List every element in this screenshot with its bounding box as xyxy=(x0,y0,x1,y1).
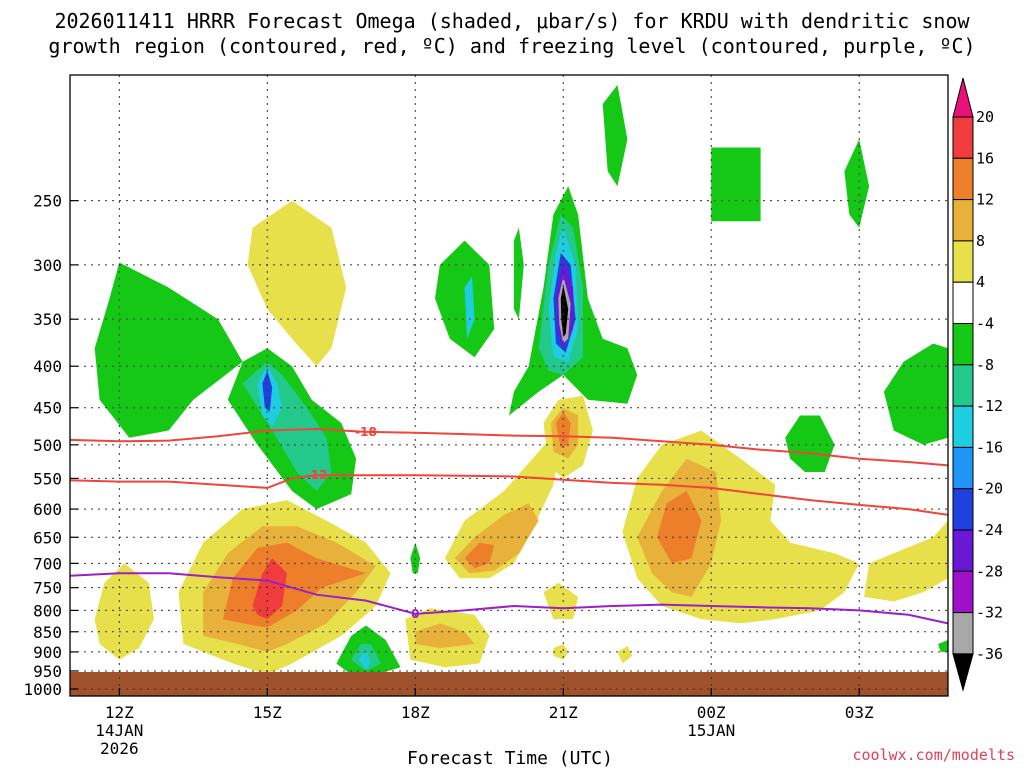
xtick-label-18Z: 18Z xyxy=(401,703,430,722)
green-small-03z xyxy=(844,139,870,228)
colorbar-tick-label: -8 xyxy=(976,356,994,374)
light-orange-18z-low xyxy=(415,623,475,648)
colorbar-tick-label: -4 xyxy=(976,315,994,333)
colorbar-tick-label: -24 xyxy=(976,521,1003,539)
contour-label-0: 0 xyxy=(411,607,419,621)
ytick-label-1000: 1000 xyxy=(23,680,62,699)
colorbar-segment xyxy=(952,612,974,655)
ytick-label-350: 350 xyxy=(33,310,62,329)
colorbar-segment xyxy=(952,364,974,407)
xtick-label-00Z: 00Z xyxy=(697,703,726,722)
yellow-far-right xyxy=(864,520,948,602)
yellow-21z-low xyxy=(543,582,579,620)
ytick-label-500: 500 xyxy=(33,436,62,455)
colorbar-segment xyxy=(952,240,974,283)
ytick-label-850: 850 xyxy=(33,623,62,642)
temperature-contours: -18 -12 0 xyxy=(69,425,949,625)
omega-shaded-regions xyxy=(94,84,948,675)
green-0130z xyxy=(785,415,835,472)
colorbar-tick-label: -36 xyxy=(976,645,1003,663)
black-core-21z xyxy=(560,285,569,337)
contour-label--12: -12 xyxy=(306,468,328,482)
xtick-label-21Z: 21Z xyxy=(549,703,578,722)
colorbar-segment xyxy=(952,488,974,531)
colorbar-tick-label: -16 xyxy=(976,438,1003,456)
yellow-small-22z xyxy=(617,646,633,664)
green-small-18z xyxy=(410,542,421,574)
ytick-label-700: 700 xyxy=(33,554,62,573)
green-region-upper-left xyxy=(94,262,243,438)
xtick-label-03Z: 03Z xyxy=(845,703,874,722)
ytick-label-800: 800 xyxy=(33,601,62,620)
ground-fill xyxy=(70,672,948,696)
ytick-label-300: 300 xyxy=(33,256,62,275)
colorbar-tick-label: 4 xyxy=(976,273,985,291)
colorbar-tick-label: 8 xyxy=(976,232,985,250)
yellow-12z xyxy=(94,563,154,660)
xtick-label-12Z: 12Z xyxy=(105,703,134,722)
xtick-year-12Z: 2026 xyxy=(100,739,139,758)
colorbar-segment xyxy=(952,157,974,201)
orange-2330 xyxy=(657,491,702,564)
ytick-label-950: 950 xyxy=(33,662,62,681)
xtick-label-15Z: 15Z xyxy=(253,703,282,722)
contour-label--18: -18 xyxy=(355,425,377,439)
colorbar-tick-label: 16 xyxy=(976,149,994,167)
colorbar-tick-label: 20 xyxy=(976,108,994,126)
green-small-right-low xyxy=(938,640,948,652)
credit-text: coolwx.com/modelts xyxy=(852,746,1015,764)
orange-19z xyxy=(464,542,495,569)
ytick-label-250: 250 xyxy=(33,192,62,211)
colorbar-segment xyxy=(952,446,974,490)
colorbar-segment xyxy=(952,281,974,325)
colorbar-tick-label: -20 xyxy=(976,480,1003,498)
ground-layer xyxy=(70,672,948,696)
red-15z xyxy=(252,558,287,620)
xtick-date-00Z: 15JAN xyxy=(687,721,735,740)
colorbar-segment xyxy=(952,570,974,614)
orange-21z-mid xyxy=(555,411,571,449)
ytick-label-400: 400 xyxy=(33,357,62,376)
green-right-03z xyxy=(883,343,948,445)
colorbar-tick-label: -12 xyxy=(976,397,1003,415)
ytick-label-600: 600 xyxy=(33,500,62,519)
colorbar-segment xyxy=(952,323,974,366)
cyan-small-17z xyxy=(358,649,371,670)
yellow-upper-15z xyxy=(247,200,347,367)
ytick-label-900: 900 xyxy=(33,643,62,662)
green-box-00z xyxy=(711,147,761,222)
chart-title-line2: growth region (contoured, red, ºC) and f… xyxy=(48,34,975,58)
colorbar-segment xyxy=(952,199,974,242)
green-small-20z xyxy=(513,227,524,320)
colorbar-bottom-arrow xyxy=(952,653,974,692)
contour--12 xyxy=(69,474,949,516)
ytick-label-550: 550 xyxy=(33,469,62,488)
colorbar-tick-label: 12 xyxy=(976,191,994,209)
plot-frame xyxy=(69,74,949,697)
ytick-label-750: 750 xyxy=(33,579,62,598)
green-upper-19z xyxy=(435,240,495,358)
x-axis-label: Forecast Time (UTC) xyxy=(407,748,613,768)
ytick-label-650: 650 xyxy=(33,528,62,547)
colorbar-segment xyxy=(952,529,974,572)
green-upper-22z xyxy=(602,84,628,187)
colorbar-top-arrow xyxy=(952,77,974,118)
contour-0 xyxy=(69,572,949,625)
contour--18 xyxy=(69,427,949,467)
cyan-upper-19z xyxy=(464,276,475,339)
colorbar-segment xyxy=(952,116,974,159)
pressure-axis: 2503003504004505005506006507007508008509… xyxy=(23,192,78,699)
colorbar-tick-label: -32 xyxy=(976,604,1003,622)
ytick-label-450: 450 xyxy=(33,399,62,418)
colorbar-segment xyxy=(952,405,974,448)
xtick-date-12Z: 14JAN xyxy=(95,721,143,740)
chart-title-line1: 2026011411 HRRR Forecast Omega (shaded, … xyxy=(54,9,970,33)
colorbar-tick-label: -28 xyxy=(976,562,1003,580)
colorbar-legend: 20 16 12 8 4 -4 -8 -12 -16 -20 -24 -28 -32 -36 xyxy=(952,77,1003,692)
